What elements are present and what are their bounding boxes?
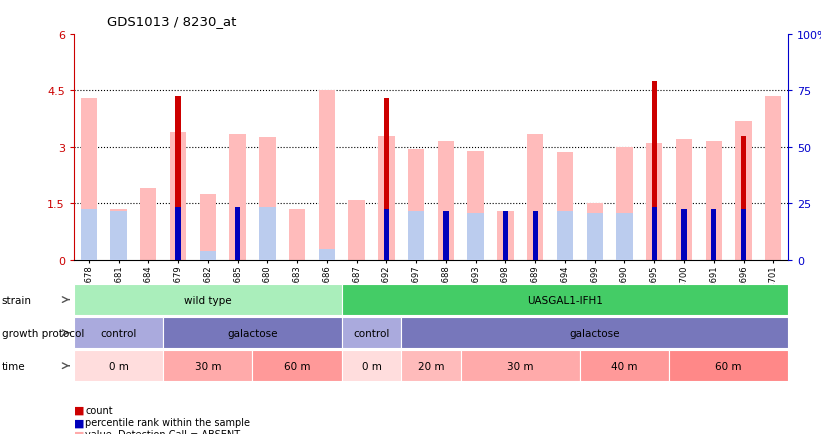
Bar [705, 142, 722, 260]
Bar [438, 142, 454, 260]
Text: ■: ■ [74, 430, 85, 434]
Bar [74, 350, 163, 381]
Bar [461, 350, 580, 381]
Bar [408, 211, 424, 260]
Bar [652, 208, 657, 260]
Bar [617, 214, 633, 260]
Text: galactose: galactose [570, 328, 620, 338]
Text: 40 m: 40 m [611, 361, 638, 371]
Text: GDS1013 / 8230_at: GDS1013 / 8230_at [107, 15, 236, 28]
Text: control: control [100, 328, 137, 338]
Bar [74, 284, 342, 316]
Bar [498, 211, 514, 260]
Bar [401, 317, 788, 349]
Bar [74, 317, 163, 349]
Text: 30 m: 30 m [195, 361, 221, 371]
Bar [652, 82, 657, 260]
Bar [646, 144, 663, 260]
Bar [502, 211, 508, 260]
Bar [408, 149, 424, 260]
Bar [163, 350, 253, 381]
Text: 60 m: 60 m [715, 361, 742, 371]
Text: 60 m: 60 m [284, 361, 310, 371]
Bar [140, 189, 157, 260]
Bar [669, 350, 788, 381]
Bar [736, 121, 752, 260]
Bar [80, 210, 97, 260]
Bar [176, 97, 181, 260]
Bar [711, 210, 717, 260]
Bar [557, 211, 573, 260]
Bar [289, 210, 305, 260]
Bar [586, 214, 603, 260]
Bar [586, 204, 603, 260]
Bar [176, 208, 181, 260]
Bar [527, 135, 544, 260]
Text: 0 m: 0 m [361, 361, 382, 371]
Bar [235, 208, 241, 260]
Bar [200, 194, 216, 260]
Bar [765, 97, 782, 260]
Bar [253, 350, 342, 381]
Bar [383, 210, 389, 260]
Bar [163, 317, 342, 349]
Bar [319, 91, 335, 260]
Bar [557, 152, 573, 260]
Bar [259, 208, 276, 260]
Bar [467, 214, 484, 260]
Bar [681, 210, 686, 260]
Bar [342, 317, 401, 349]
Bar [580, 350, 669, 381]
Text: percentile rank within the sample: percentile rank within the sample [85, 418, 250, 427]
Bar [80, 99, 97, 260]
Bar [348, 200, 365, 260]
Bar [443, 211, 448, 260]
Text: control: control [353, 328, 390, 338]
Bar [229, 135, 245, 260]
Bar [533, 211, 538, 260]
Bar [741, 210, 746, 260]
Bar [401, 350, 461, 381]
Bar [383, 99, 389, 260]
Bar [676, 140, 692, 260]
Bar [110, 211, 126, 260]
Bar [741, 136, 746, 260]
Text: ■: ■ [74, 405, 85, 415]
Bar [342, 284, 788, 316]
Bar [342, 350, 401, 381]
Text: UASGAL1-IFH1: UASGAL1-IFH1 [527, 295, 603, 305]
Bar [259, 138, 276, 260]
Text: time: time [2, 361, 25, 371]
Bar [467, 151, 484, 260]
Text: strain: strain [2, 295, 32, 305]
Bar [200, 251, 216, 260]
Text: count: count [85, 405, 113, 415]
Bar [319, 249, 335, 260]
Bar [110, 210, 126, 260]
Text: 20 m: 20 m [418, 361, 444, 371]
Text: 30 m: 30 m [507, 361, 534, 371]
Text: wild type: wild type [184, 295, 232, 305]
Bar [378, 136, 395, 260]
Text: ■: ■ [74, 418, 85, 427]
Bar [617, 148, 633, 260]
Text: growth protocol: growth protocol [2, 328, 84, 338]
Text: galactose: galactose [227, 328, 277, 338]
Bar [170, 132, 186, 260]
Text: 0 m: 0 m [108, 361, 128, 371]
Text: value, Detection Call = ABSENT: value, Detection Call = ABSENT [85, 430, 241, 434]
